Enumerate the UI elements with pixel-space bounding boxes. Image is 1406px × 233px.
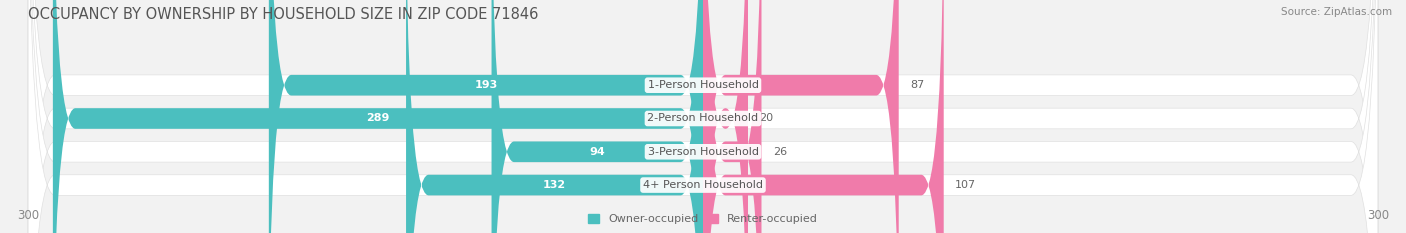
- FancyBboxPatch shape: [406, 0, 703, 233]
- FancyBboxPatch shape: [28, 0, 1378, 233]
- Text: 94: 94: [589, 147, 605, 157]
- Legend: Owner-occupied, Renter-occupied: Owner-occupied, Renter-occupied: [585, 211, 821, 227]
- FancyBboxPatch shape: [703, 0, 762, 233]
- Text: 3-Person Household: 3-Person Household: [648, 147, 758, 157]
- Text: 289: 289: [366, 113, 389, 123]
- FancyBboxPatch shape: [28, 0, 1378, 233]
- Text: 87: 87: [910, 80, 924, 90]
- Text: 20: 20: [759, 113, 773, 123]
- FancyBboxPatch shape: [269, 0, 703, 233]
- FancyBboxPatch shape: [492, 0, 703, 233]
- FancyBboxPatch shape: [28, 0, 1378, 233]
- Text: 2-Person Household: 2-Person Household: [647, 113, 759, 123]
- FancyBboxPatch shape: [703, 0, 898, 233]
- FancyBboxPatch shape: [703, 0, 748, 233]
- Text: Source: ZipAtlas.com: Source: ZipAtlas.com: [1281, 7, 1392, 17]
- Text: 107: 107: [955, 180, 976, 190]
- Text: 26: 26: [773, 147, 787, 157]
- Text: 132: 132: [543, 180, 567, 190]
- FancyBboxPatch shape: [53, 0, 703, 233]
- Text: OCCUPANCY BY OWNERSHIP BY HOUSEHOLD SIZE IN ZIP CODE 71846: OCCUPANCY BY OWNERSHIP BY HOUSEHOLD SIZE…: [28, 7, 538, 22]
- Text: 1-Person Household: 1-Person Household: [648, 80, 758, 90]
- FancyBboxPatch shape: [703, 0, 943, 233]
- Text: 4+ Person Household: 4+ Person Household: [643, 180, 763, 190]
- Text: 193: 193: [474, 80, 498, 90]
- FancyBboxPatch shape: [28, 0, 1378, 233]
